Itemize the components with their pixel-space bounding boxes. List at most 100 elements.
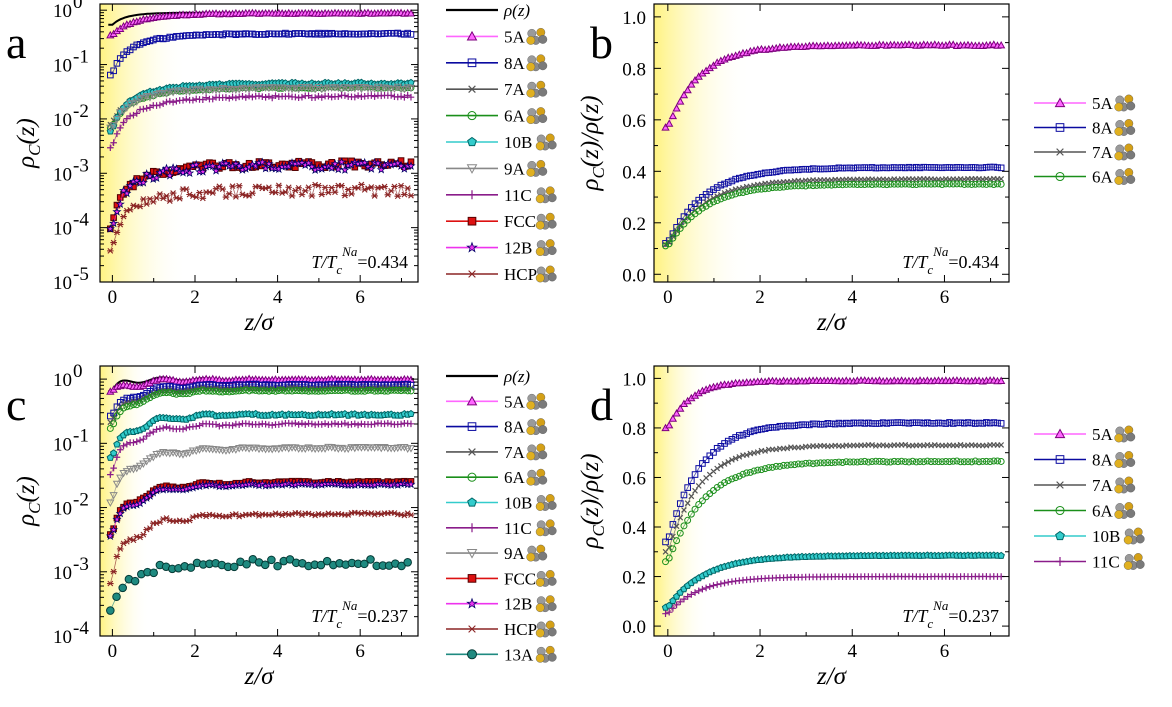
data-point xyxy=(772,462,780,470)
data-point xyxy=(371,93,378,100)
data-point xyxy=(839,181,847,189)
y-tick-exponent: -1 xyxy=(73,47,89,68)
data-point xyxy=(140,196,147,202)
data-point xyxy=(268,387,276,395)
data-point xyxy=(195,446,204,454)
data-point xyxy=(982,457,990,465)
y-tick-exponent: -4 xyxy=(73,210,89,231)
data-point xyxy=(746,187,754,195)
data-point xyxy=(163,423,170,431)
data-point xyxy=(229,93,236,101)
data-point xyxy=(964,180,972,188)
cluster-sphere xyxy=(535,273,545,283)
cluster-sphere xyxy=(1126,483,1136,493)
data-point xyxy=(743,188,751,196)
data-point xyxy=(325,189,332,196)
data-point xyxy=(824,420,832,427)
data-point xyxy=(669,234,677,242)
data-point xyxy=(351,387,359,395)
data-point xyxy=(149,453,158,462)
legend: ρ(z) 5A 8A 7A 6A 10B 9A 11C FCC 12B HCP xyxy=(446,1,557,284)
data-point xyxy=(255,421,263,428)
legend-marker xyxy=(467,649,477,660)
legend-marker xyxy=(1054,428,1066,439)
data-point xyxy=(949,180,957,188)
cluster-sphere xyxy=(535,628,545,638)
data-point xyxy=(278,386,286,394)
data-point xyxy=(998,176,1005,182)
data-point xyxy=(672,104,681,112)
data-point xyxy=(245,387,253,395)
data-point xyxy=(669,521,677,528)
data-point xyxy=(211,166,221,175)
data-point xyxy=(209,95,217,103)
y-tick-label: 0.2 xyxy=(622,214,646,235)
data-point xyxy=(957,164,964,171)
data-point xyxy=(813,165,821,173)
data-point xyxy=(364,386,372,394)
series-10b xyxy=(106,409,415,461)
data-point xyxy=(248,386,256,394)
temperature-annotation: T/TcNa=0.237 xyxy=(311,598,408,631)
data-point xyxy=(824,181,832,189)
data-point xyxy=(713,581,721,588)
data-point xyxy=(393,83,402,92)
data-point xyxy=(968,164,975,171)
data-point xyxy=(179,97,187,104)
data-point xyxy=(846,180,854,188)
data-point xyxy=(322,556,332,566)
data-point xyxy=(130,111,137,119)
data-point xyxy=(295,387,303,395)
data-point xyxy=(725,459,732,465)
legend-label: 11C xyxy=(1092,553,1120,572)
data-point xyxy=(916,164,924,172)
data-point xyxy=(990,181,998,189)
data-point xyxy=(798,421,806,428)
data-point xyxy=(670,233,676,240)
data-point xyxy=(794,460,802,468)
data-point xyxy=(835,419,843,427)
data-point xyxy=(169,190,177,196)
data-point xyxy=(842,180,850,188)
data-point xyxy=(308,193,316,199)
legend-marker xyxy=(1054,97,1066,108)
data-point xyxy=(255,387,263,395)
data-point xyxy=(149,392,157,400)
data-point xyxy=(244,85,254,94)
data-point xyxy=(321,184,329,191)
legend-label: ρ(z) xyxy=(503,1,530,20)
cluster-sphere xyxy=(526,400,536,410)
data-point xyxy=(113,130,121,138)
data-point xyxy=(735,189,743,197)
data-point xyxy=(328,387,336,395)
data-point xyxy=(308,420,316,428)
data-point xyxy=(824,165,832,173)
data-point xyxy=(288,387,296,395)
data-point xyxy=(994,457,1001,465)
data-point xyxy=(901,419,909,427)
data-point xyxy=(983,164,990,171)
data-point xyxy=(166,388,174,396)
data-point xyxy=(140,105,147,113)
data-point xyxy=(776,167,784,175)
data-point xyxy=(192,447,201,455)
data-point xyxy=(140,435,147,443)
data-point xyxy=(239,387,246,395)
data-point xyxy=(166,198,174,204)
data-point xyxy=(861,181,869,188)
data-point xyxy=(105,531,115,541)
data-point xyxy=(334,387,342,394)
data-point xyxy=(798,182,806,190)
cluster-sphere xyxy=(547,219,557,229)
data-point xyxy=(964,458,972,466)
legend-marker xyxy=(466,597,478,609)
data-point xyxy=(997,40,1006,49)
cluster-sphere xyxy=(535,247,545,257)
data-point xyxy=(215,86,224,95)
data-point xyxy=(809,165,817,172)
data-point xyxy=(876,420,883,427)
data-point xyxy=(816,459,824,467)
cluster-sphere xyxy=(1126,101,1136,111)
y-tick-label: 0.6 xyxy=(622,111,646,132)
data-point xyxy=(196,189,203,196)
